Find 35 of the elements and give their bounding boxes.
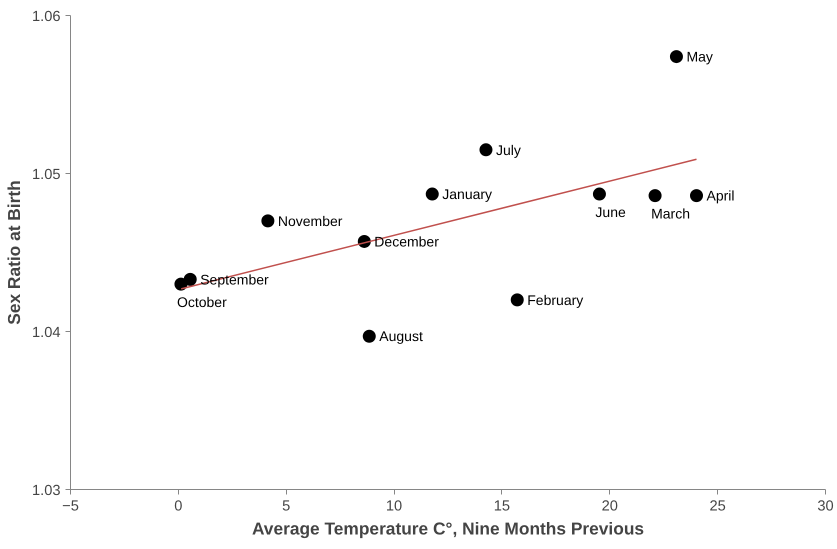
annotation: June: [595, 204, 626, 220]
annotation: February: [527, 292, 584, 308]
point: [592, 188, 606, 201]
point: [362, 330, 376, 343]
point: [690, 189, 704, 202]
point: [670, 50, 683, 64]
annotation: April: [706, 188, 735, 204]
annotation: November: [278, 212, 343, 229]
x-tick-label: 25: [709, 498, 726, 514]
point: [479, 143, 492, 156]
y-tick-label: 1.04: [32, 325, 61, 341]
y-tick-label: 1.05: [32, 167, 61, 183]
x-tick-label: 30: [817, 498, 834, 514]
annotation: October: [176, 294, 228, 310]
annotation: May: [686, 48, 713, 65]
x-tick-label: 20: [602, 498, 618, 514]
x-tick-label: 15: [494, 498, 510, 514]
annotation: August: [379, 328, 423, 344]
x-tick-label: −5: [62, 498, 79, 514]
point: [648, 189, 662, 202]
x-tick-label: 10: [386, 498, 402, 514]
x-axis-title: Average Temperature C°, Nine Months Previous: [252, 518, 644, 538]
y-tick-label: 1.06: [32, 9, 61, 25]
annotation: July: [496, 142, 521, 158]
y-axis-title: Sex Ratio at Birth: [4, 180, 24, 325]
point: [510, 293, 524, 306]
x-tick-label: 5: [282, 498, 290, 514]
annotation: January: [442, 186, 492, 202]
point: [261, 214, 274, 228]
annotation: December: [374, 233, 440, 250]
annotation: March: [651, 206, 690, 222]
y-tick-label: 1.03: [32, 483, 61, 499]
point: [174, 278, 188, 291]
x-tick-label: 0: [174, 498, 182, 514]
point: [426, 188, 439, 201]
